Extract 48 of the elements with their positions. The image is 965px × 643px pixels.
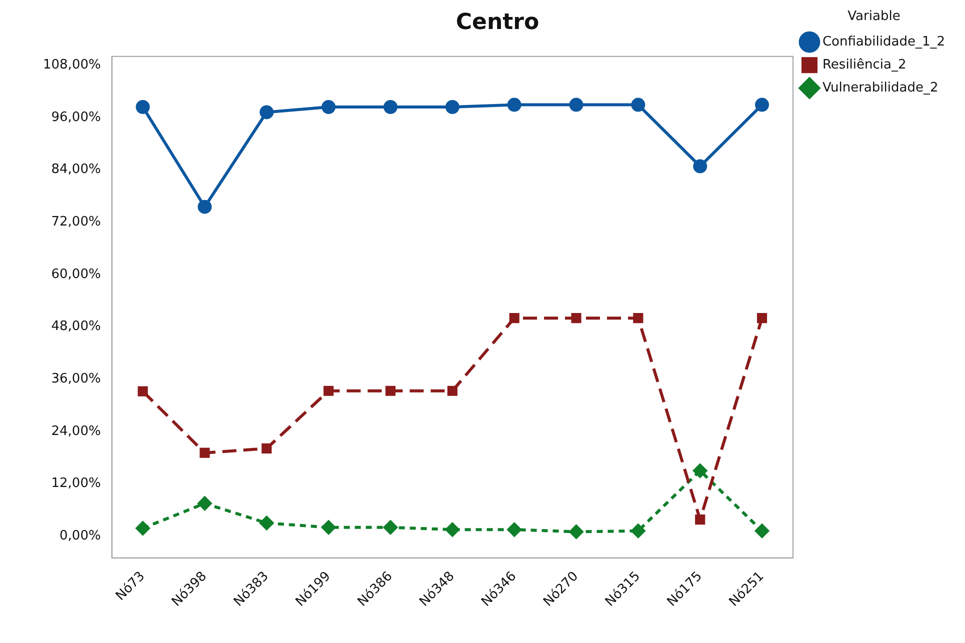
y-tick-label: 12,00% [51,476,101,492]
point [260,516,274,530]
point [507,98,522,112]
point [569,98,584,112]
point [198,200,212,214]
point [509,313,520,324]
legend-label: Vulnerabilidade_2 [822,80,938,96]
legend-title: Variable [848,8,900,24]
y-tick-label: 48,00% [51,319,101,334]
y-tick-label: 108,00% [42,57,101,72]
y-tick-label: 60,00% [51,266,101,282]
y-tick-label: 24,00% [51,424,101,439]
y-tick-label: 36,00% [51,371,101,386]
point [695,514,706,525]
point [200,448,210,458]
point [383,520,398,534]
point [569,524,584,539]
point [445,100,460,114]
point [260,105,274,120]
point [262,443,272,454]
point [693,159,708,174]
legend-label: Confiabilidade_1_2 [822,34,946,50]
point [633,313,644,324]
point [322,520,336,534]
chart-title: Centro [456,10,540,35]
point [324,386,334,396]
point [507,522,522,537]
y-tick-label: 96,00% [51,110,101,125]
point [383,100,398,114]
point [755,524,770,538]
point [631,98,646,112]
y-tick-label: 72,00% [51,214,101,230]
point [322,100,336,114]
y-tick-label: 84,00% [51,162,101,178]
point [138,386,148,396]
point [571,313,582,324]
point [755,98,770,112]
point [136,100,150,114]
point [447,386,458,396]
legend-label: Resiliência_2 [822,57,906,72]
point [631,524,646,538]
point [756,313,768,324]
point [198,496,212,510]
point [693,464,708,478]
point [385,386,396,396]
y-tick-label: 0,00% [60,528,101,544]
point [445,522,460,537]
point [136,521,150,536]
